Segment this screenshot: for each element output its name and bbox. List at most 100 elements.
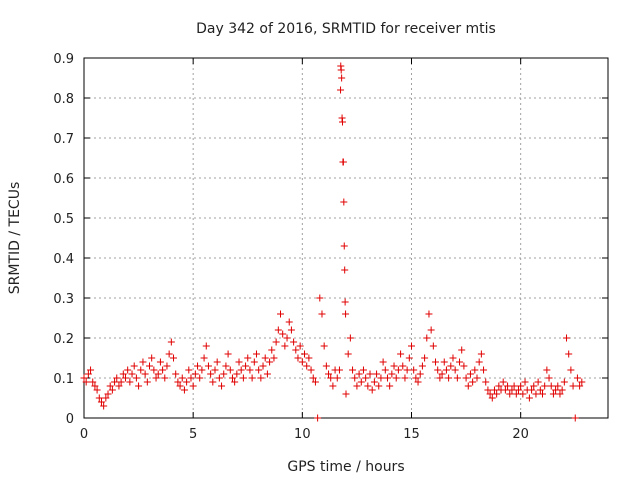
data-point [545,374,553,382]
data-point [309,374,317,382]
grid-lines [84,58,608,418]
x-tick-label: 15 [403,427,420,442]
data-point [89,378,97,386]
data-point [170,354,178,362]
y-tick-label: 0.2 [53,332,74,347]
chart-title: Day 342 of 2016, SRMTID for receiver mti… [196,21,496,37]
data-point [113,374,121,382]
data-point [342,310,350,318]
data-point [486,390,494,398]
data-point [178,374,186,382]
data-point [475,358,483,366]
data-point [429,342,437,350]
data-point [394,366,402,374]
data-point [132,374,140,382]
data-point [187,374,195,382]
data-point [277,310,284,318]
data-point [554,382,562,390]
x-axis-label: GPS time / hours [287,459,404,475]
data-point [152,374,160,382]
data-point [196,374,204,382]
data-point [320,342,328,350]
data-point [381,366,389,374]
data-point [528,386,536,394]
y-tick-label: 0.9 [53,52,74,67]
data-point [239,374,247,382]
data-point [565,350,573,358]
data-point [117,378,125,386]
data-point [287,326,295,334]
data-point [189,382,197,390]
data-point [327,374,335,382]
data-point [215,374,223,382]
data-point [359,366,367,374]
data-point [333,374,341,382]
data-point [95,394,103,402]
data-point [563,334,571,342]
data-point [242,362,250,370]
data-point [335,366,343,374]
data-point [176,382,184,390]
data-point [366,370,374,378]
data-point [322,362,330,370]
data-point [191,370,199,378]
data-point [202,342,210,350]
data-point [490,386,498,394]
data-point [248,374,256,382]
data-point [82,378,90,386]
data-point [571,414,579,422]
data-point [185,366,193,374]
data-point [274,326,282,334]
data-point [438,370,446,378]
data-point [121,374,129,382]
data-point [163,362,171,370]
data-point [250,358,258,366]
data-point [495,382,503,390]
data-point [414,378,422,386]
data-point [370,378,378,386]
data-point [329,382,337,390]
data-point [226,366,234,374]
data-point [111,378,119,386]
data-point [408,342,415,350]
data-point [167,338,175,346]
data-point [510,382,518,390]
data-point [464,382,472,390]
data-point [141,370,149,378]
data-point [307,366,315,374]
data-point [392,374,400,382]
data-point [126,378,134,386]
data-point [252,350,260,358]
data-point [390,362,398,370]
data-point [150,366,158,374]
data-point [233,370,241,378]
data-point [218,382,226,390]
data-point [427,326,435,334]
data-point [534,378,542,386]
data-point [508,386,516,394]
data-point [375,382,383,390]
data-point [514,386,522,394]
y-tick-label: 0.1 [53,372,74,387]
data-point [337,66,345,74]
data-point [272,338,280,346]
data-point [397,350,405,358]
data-point [541,382,549,390]
data-point [283,334,291,342]
data-point [576,382,584,390]
data-point [213,358,221,366]
data-point [488,394,496,402]
data-point [473,374,481,382]
data-point [106,382,114,390]
data-point [549,390,557,398]
data-point [532,390,540,398]
data-point [285,318,293,326]
data-point [87,366,95,374]
data-point [159,366,167,374]
data-point [480,366,488,374]
data-point [211,366,219,374]
data-point [281,342,289,350]
plot-frame [83,57,609,419]
data-point [339,118,347,126]
data-point [148,354,156,362]
